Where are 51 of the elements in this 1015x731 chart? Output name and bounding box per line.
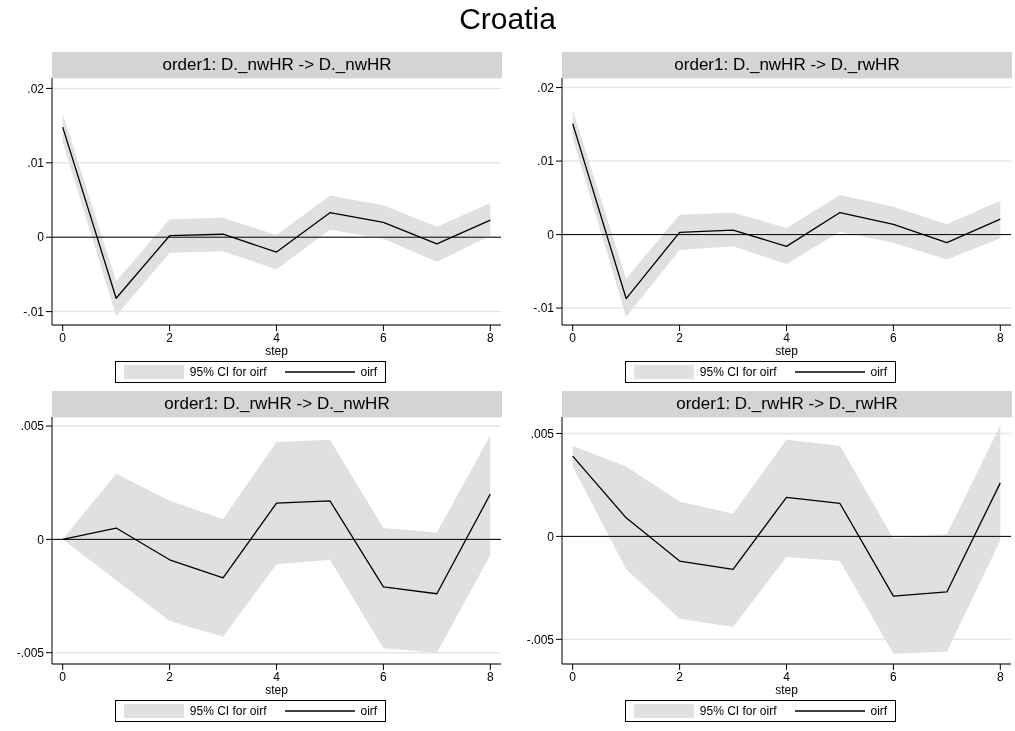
x-tick-label: 6 [380, 669, 388, 684]
y-tick-label: 0 [37, 532, 45, 547]
y-tick-label: 0 [37, 230, 45, 245]
x-tick-label: 8 [996, 330, 1004, 345]
y-tick-label: .01 [27, 156, 45, 171]
chart-subtitle: order1: D._rwHR -> D._rwHR [562, 391, 1012, 417]
x-tick-label: 8 [996, 669, 1004, 684]
x-tick-label: 2 [166, 669, 174, 684]
x-axis-title: step [265, 683, 289, 697]
x-tick-label: 6 [380, 330, 388, 345]
y-tick-label: -.005 [526, 632, 555, 647]
y-tick-label: 0 [547, 227, 555, 242]
x-tick-label: 8 [486, 330, 494, 345]
x-axis-title: step [775, 683, 799, 697]
text: oirf [870, 365, 888, 379]
text: oirf [870, 704, 888, 718]
y-tick-label: .005 [530, 426, 555, 441]
y-tick-label: -.01 [533, 301, 555, 316]
x-tick-label: 4 [273, 669, 281, 684]
x-tick-label: 2 [676, 669, 684, 684]
y-tick-label: 0 [547, 529, 555, 544]
x-tick-label: 0 [59, 330, 67, 345]
x-tick-label: 2 [676, 330, 684, 345]
x-tick-label: 0 [59, 669, 67, 684]
y-tick-label: .01 [537, 154, 555, 169]
x-tick-label: 0 [569, 330, 577, 345]
text: oirf [360, 365, 378, 379]
y-tick-label: -.01 [23, 304, 45, 319]
x-tick-label: 4 [783, 669, 791, 684]
text: oirf [360, 704, 378, 718]
chart-subtitle: order1: D._rwHR -> D._nwHR [52, 391, 502, 417]
x-axis-title: step [775, 344, 799, 358]
legend-label: 95% CI for oirf [699, 365, 777, 379]
x-tick-label: 2 [166, 330, 174, 345]
y-tick-label: -.005 [16, 645, 45, 660]
x-tick-label: 8 [486, 669, 494, 684]
x-tick-label: 4 [273, 330, 281, 345]
x-tick-label: 6 [890, 669, 898, 684]
x-axis-title: step [265, 344, 289, 358]
legend-label: 95% CI for oirf [699, 704, 777, 718]
legend-label: 95% CI for oirf [189, 704, 267, 718]
x-tick-label: 6 [890, 330, 898, 345]
legend-label: 95% CI for oirf [189, 365, 267, 379]
y-tick-label: .005 [20, 419, 45, 434]
x-tick-label: 0 [569, 669, 577, 684]
y-tick-label: .02 [27, 81, 45, 96]
x-tick-label: 4 [783, 330, 791, 345]
chart-title: Croatia [458, 2, 557, 36]
chart-subtitle: order1: D._nwHR -> D._rwHR [562, 52, 1012, 78]
y-tick-label: .02 [537, 80, 555, 95]
chart-subtitle: order1: D._nwHR -> D._nwHR [52, 52, 502, 78]
